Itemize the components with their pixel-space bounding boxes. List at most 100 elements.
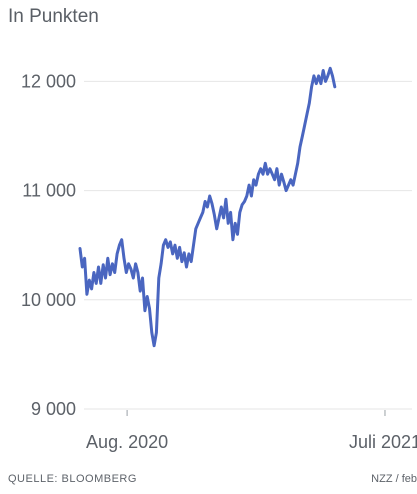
- data-point: [329, 67, 331, 70]
- data-point: [273, 178, 276, 181]
- data-point: [232, 238, 234, 241]
- data-point: [317, 75, 320, 77]
- credit-note: NZZ / feb: [371, 473, 417, 485]
- data-point: [88, 279, 91, 281]
- data-point: [301, 135, 304, 137]
- data-point: [257, 173, 260, 176]
- grid-layer: [84, 80, 412, 410]
- data-point: [255, 184, 257, 186]
- data-point: [86, 293, 88, 296]
- data-point: [102, 264, 104, 266]
- data-point: [106, 257, 109, 260]
- data-point: [83, 257, 86, 260]
- data-point: [199, 217, 202, 219]
- data-point: [236, 233, 239, 236]
- data-point: [306, 113, 308, 115]
- data-point: [276, 167, 278, 170]
- data-point: [294, 173, 297, 176]
- data-point: [324, 80, 327, 83]
- data-point: [262, 173, 264, 176]
- data-point: [227, 222, 230, 225]
- data-point: [162, 244, 165, 246]
- data-point: [171, 253, 174, 255]
- data-point: [245, 195, 248, 197]
- data-point: [97, 266, 100, 268]
- data-point: [104, 277, 107, 279]
- data-point: [222, 217, 225, 219]
- data-point: [313, 75, 315, 77]
- data-point: [252, 178, 255, 181]
- data-point: [320, 82, 322, 85]
- data-point: [120, 238, 123, 241]
- y-tick-label: 9 000: [31, 399, 76, 419]
- data-point: [130, 268, 132, 271]
- data-point: [208, 195, 211, 197]
- data-point: [100, 282, 102, 285]
- data-point: [285, 189, 287, 192]
- series-layer: [78, 66, 337, 348]
- data-point: [204, 200, 206, 203]
- data-point: [153, 344, 155, 347]
- data-point: [134, 262, 137, 265]
- data-point: [155, 331, 158, 334]
- data-point: [113, 271, 116, 274]
- data-point: [188, 253, 190, 255]
- data-point: [127, 262, 130, 265]
- data-point: [239, 211, 241, 214]
- data-point: [148, 307, 151, 310]
- x-tick-label: Aug. 2020: [86, 432, 168, 452]
- data-point: [299, 146, 301, 148]
- data-point: [90, 288, 93, 290]
- y-tick-label: 10 000: [21, 290, 76, 310]
- data-point: [151, 331, 153, 334]
- data-point: [229, 211, 232, 214]
- data-point: [315, 82, 318, 85]
- data-point: [125, 271, 128, 274]
- data-point: [169, 241, 172, 243]
- data-point: [248, 184, 250, 186]
- data-point: [303, 124, 306, 126]
- data-point: [201, 211, 204, 214]
- data-point: [197, 222, 199, 225]
- data-point: [220, 206, 223, 208]
- data-point: [213, 213, 216, 216]
- data-point: [181, 260, 183, 263]
- data-point: [225, 198, 227, 201]
- data-point: [241, 203, 243, 206]
- x-axis: Aug. 2020 Juli 2021: [86, 410, 417, 452]
- data-point: [139, 290, 142, 292]
- data-point: [176, 257, 179, 260]
- y-axis: 9 000 10 000 11 000 12 000: [21, 71, 76, 419]
- data-point: [146, 295, 148, 298]
- data-point: [174, 244, 176, 246]
- data-point: [292, 184, 294, 186]
- data-point: [93, 271, 95, 274]
- data-point: [81, 266, 84, 268]
- data-point: [116, 253, 118, 255]
- data-point: [289, 178, 292, 181]
- data-point: [164, 238, 167, 241]
- data-point: [215, 228, 218, 230]
- source-note: QUELLE: BLOOMBERG: [8, 473, 137, 485]
- data-point: [327, 75, 329, 77]
- data-point: [183, 252, 186, 254]
- chart-subtitle: In Punkten: [8, 6, 99, 27]
- data-point: [266, 173, 269, 176]
- data-point: [218, 217, 220, 219]
- x-tick-label: Juli 2021: [349, 432, 417, 452]
- data-point: [123, 257, 125, 260]
- y-tick-label: 12 000: [21, 71, 76, 91]
- data-point: [278, 184, 281, 186]
- data-point: [190, 260, 192, 263]
- data-point: [259, 167, 262, 170]
- data-point: [157, 277, 160, 279]
- data-point: [211, 202, 213, 205]
- data-point: [141, 277, 144, 279]
- data-point: [111, 262, 114, 265]
- series-points: [79, 67, 336, 347]
- data-point: [296, 162, 299, 165]
- data-point: [192, 244, 195, 246]
- data-point: [271, 173, 274, 176]
- data-point: [144, 309, 146, 312]
